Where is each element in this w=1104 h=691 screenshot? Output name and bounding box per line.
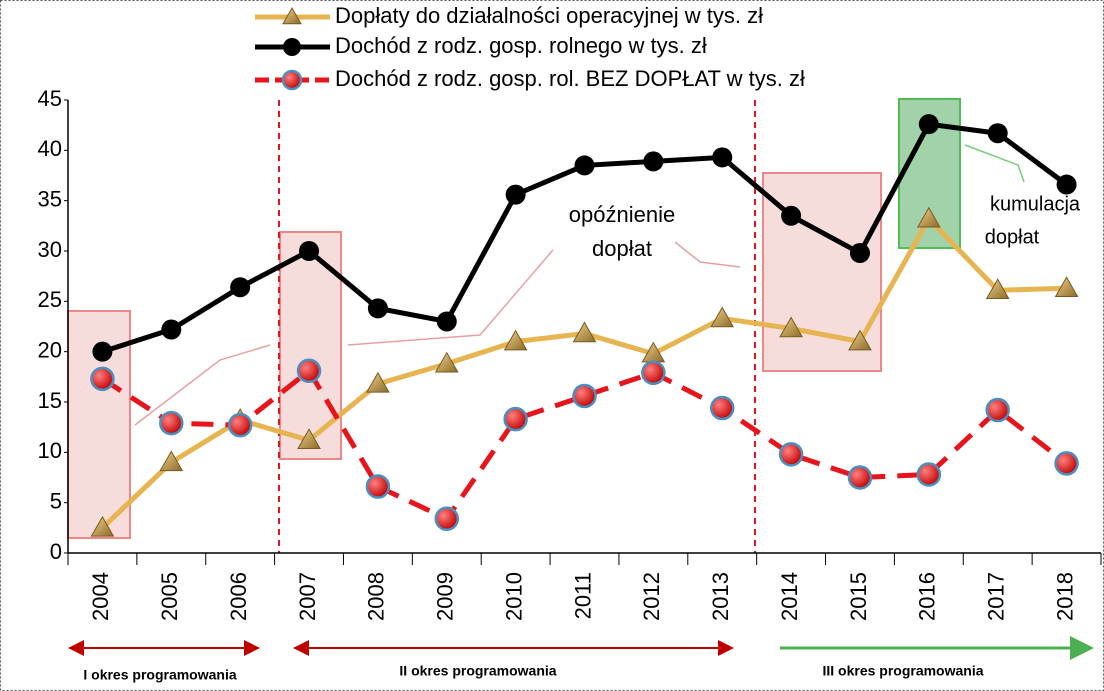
x-tick-label: 2017 — [984, 572, 1009, 621]
leader-line — [134, 344, 271, 426]
legend-label: Dopłaty do działalności operacyjnej w ty… — [335, 3, 763, 28]
circle-marker — [574, 155, 595, 176]
red-circle-marker — [296, 358, 322, 384]
y-tick-label: 20 — [38, 337, 62, 362]
annotation-bg — [965, 178, 1100, 250]
circle-marker — [505, 184, 526, 205]
triangle-marker — [297, 428, 321, 450]
red-circle-marker — [778, 442, 804, 467]
leader-line — [674, 241, 741, 268]
triangle-marker — [366, 371, 390, 393]
x-tick-label: 2011 — [570, 572, 595, 619]
circle-marker — [283, 38, 301, 56]
leader-line — [964, 144, 1025, 183]
circle-marker — [781, 205, 802, 226]
triangle-marker — [159, 450, 184, 472]
y-tick-label: 10 — [38, 438, 62, 463]
triangle-marker — [848, 329, 872, 351]
triangle-marker — [916, 206, 941, 228]
annotation: kumulacja — [990, 193, 1081, 215]
y-tick-label: 15 — [38, 388, 62, 413]
legend-label: Dochód z rodz. gosp. rolnego w tys. zł — [335, 33, 707, 58]
x-tick-label: 2016 — [915, 572, 940, 621]
circle-marker — [849, 243, 870, 264]
y-tick-label: 40 — [38, 136, 62, 161]
circle-marker — [230, 277, 251, 298]
circle-marker — [1056, 174, 1077, 195]
period-label: II okres programowania — [399, 663, 556, 679]
series-line — [101, 367, 1069, 522]
x-tick-label: 2012 — [639, 572, 664, 621]
red-circle-marker — [159, 410, 184, 436]
highlight-box — [279, 231, 342, 460]
x-tick-label: 2009 — [433, 572, 458, 621]
red-circle-marker — [985, 397, 1010, 423]
annotation: opóźnienie — [569, 202, 675, 227]
triangle-marker — [503, 329, 528, 351]
y-tick-label: 45 — [38, 86, 62, 111]
y-tick-label: 25 — [38, 287, 62, 312]
red-circle-marker — [916, 462, 942, 487]
x-tick-label: 2004 — [88, 572, 113, 621]
circle-marker — [987, 123, 1008, 144]
red-circle-marker — [572, 383, 597, 409]
red-circle-marker — [709, 395, 735, 421]
triangle-marker — [572, 321, 597, 343]
circle-marker — [367, 298, 388, 319]
y-tick-label: 5 — [50, 488, 62, 513]
red-circle-marker — [847, 465, 873, 490]
leader-line — [347, 249, 554, 346]
period-label: I okres programowania — [83, 667, 236, 683]
red-circle-marker — [503, 406, 528, 432]
circle-marker — [161, 319, 182, 340]
x-tick-label: 2007 — [295, 572, 320, 621]
red-circle-marker — [365, 474, 391, 499]
annotation: dopłat — [985, 226, 1040, 248]
red-circle-marker — [281, 69, 303, 91]
red-circle-marker — [227, 412, 253, 438]
x-tick-label: 2015 — [846, 572, 871, 621]
red-circle-marker — [641, 360, 666, 386]
red-circle-marker — [90, 366, 115, 392]
x-tick-label: 2008 — [364, 572, 389, 621]
circle-marker — [299, 241, 320, 261]
y-tick-label: 0 — [50, 539, 62, 564]
x-tick-label: 2005 — [157, 572, 182, 621]
circle-marker — [712, 147, 733, 168]
triangle-marker — [90, 515, 115, 537]
triangle-marker — [282, 6, 302, 25]
circle-marker — [918, 114, 939, 135]
x-tick-label: 2013 — [708, 572, 733, 621]
annotation: dopłat — [592, 236, 652, 261]
x-tick-label: 2018 — [1052, 572, 1077, 621]
y-tick-label: 35 — [38, 186, 62, 211]
triangle-marker — [1054, 276, 1079, 297]
triangle-marker — [779, 316, 803, 338]
legend-label: Dochód z rodz. gosp. rol. BEZ DOPŁAT w t… — [335, 66, 805, 91]
triangle-marker — [434, 351, 459, 373]
triangle-marker — [985, 278, 1010, 300]
x-tick-label: 2014 — [777, 572, 802, 621]
red-circle-marker — [1054, 451, 1079, 476]
triangle-marker — [710, 306, 735, 328]
x-tick-label: 2006 — [226, 572, 251, 621]
x-tick-label: 2010 — [501, 572, 526, 621]
period-label: III okres programowania — [822, 663, 983, 679]
circle-marker — [436, 311, 457, 332]
circle-marker — [643, 151, 664, 172]
red-circle-marker — [434, 506, 460, 532]
circle-marker — [92, 341, 113, 362]
y-tick-label: 30 — [38, 237, 62, 262]
